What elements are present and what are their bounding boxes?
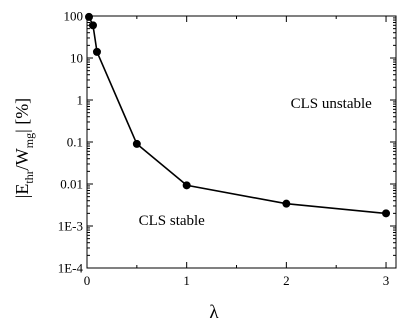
data-point [92,47,101,56]
x-tick-label: 2 [283,273,290,288]
y-tick-label: 0.1 [67,135,83,150]
x-tick-label: 3 [383,273,390,288]
series [84,12,391,218]
y-axis-title-mid: /W [12,148,32,170]
y-tick-label: 1E-3 [58,219,83,234]
svg-text:|Ethr/Wmg| [%]: |Ethr/Wmg| [%] [12,98,36,198]
series-line [88,16,387,215]
y-tick-label: 10 [70,51,83,66]
y-axis-title-suffix: | [%] [12,98,32,133]
ticks: 0 1 2 3 100 10 1 0.1 0.01 1E-3 1E-4 [58,9,396,288]
data-point [182,181,191,190]
x-axis-title: λ [209,302,219,323]
data-point [382,209,391,218]
x-tick-label: 1 [183,273,190,288]
y-tick-label: 1E-4 [58,261,84,276]
x-tick-label: 0 [84,273,91,288]
annotation-label: CLS unstable [291,96,373,112]
data-point [84,12,93,21]
y-axis-title: |Ethr/Wmg| [%] [12,98,36,198]
y-axis-title-sub-1: thr [22,170,36,183]
y-axis-title-prefix: |E [12,184,32,199]
y-axis-title-sub-2: mg [22,133,36,148]
annotations: CLS unstable CLS stable [139,96,373,229]
y-tick-label: 0.01 [60,177,83,192]
y-tick-label: 1 [77,93,84,108]
data-point [282,199,291,208]
y-tick-label: 100 [64,9,84,24]
data-point [132,139,141,148]
annotation-label: CLS stable [139,213,206,229]
data-point [88,21,97,30]
